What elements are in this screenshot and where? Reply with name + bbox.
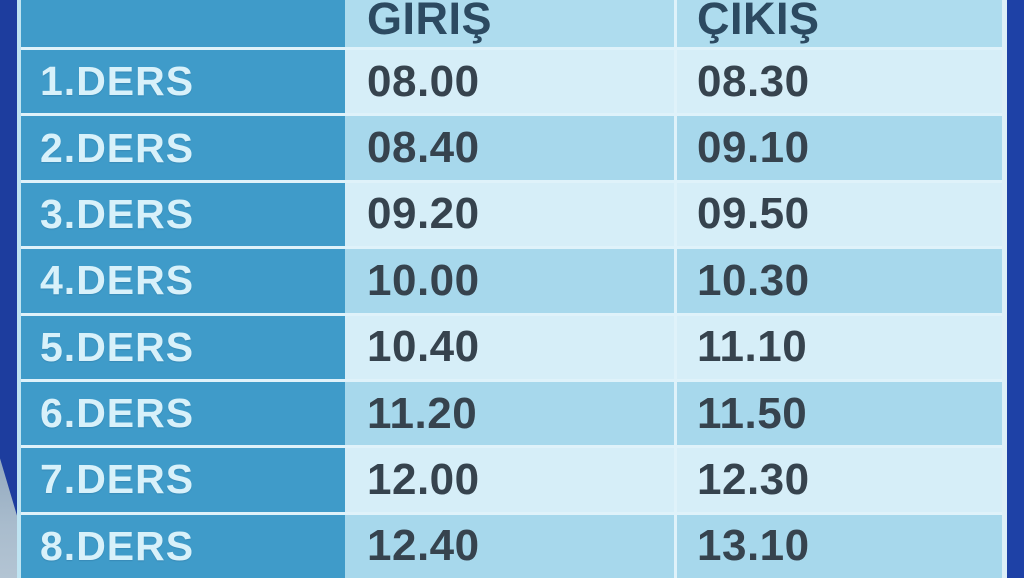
lesson-cell: 8.DERS — [21, 514, 345, 578]
exit-time: 09.50 — [697, 189, 810, 239]
lesson-cell: 5.DERS — [21, 315, 345, 379]
lesson-label: 2.DERS — [40, 124, 195, 171]
entry-time-cell: 08.00 — [345, 50, 674, 114]
entry-time-cell: 08.40 — [345, 116, 674, 180]
exit-time: 11.10 — [697, 322, 808, 372]
entry-time: 12.00 — [367, 454, 480, 504]
exit-time: 12.30 — [697, 454, 810, 504]
entry-time-cell: 09.20 — [345, 182, 674, 247]
exit-time-cell: 08.30 — [674, 50, 1002, 114]
entry-time: 08.00 — [367, 56, 480, 106]
exit-time-cell: 09.50 — [674, 182, 1002, 247]
background-swoosh — [0, 458, 17, 578]
lesson-label: 5.DERS — [40, 323, 195, 370]
table-row-6: 6.DERS 11.20 11.50 — [21, 378, 1002, 446]
exit-time-cell: 11.10 — [674, 315, 1002, 379]
lesson-label: 6.DERS — [40, 390, 195, 437]
table-row-1: 1.DERS 08.00 08.30 — [21, 47, 1002, 114]
table-row-4: 4.DERS 10.00 10.30 — [21, 246, 1002, 313]
exit-time-cell: 11.50 — [674, 381, 1002, 446]
lesson-cell: 4.DERS — [21, 249, 345, 313]
exit-time: 08.30 — [697, 56, 810, 106]
lesson-cell: 2.DERS — [21, 116, 345, 180]
header-entry-cell: GİRİŞ — [345, 0, 674, 47]
lesson-label: 3.DERS — [40, 190, 195, 237]
left-frame-strip — [0, 0, 17, 578]
lesson-cell: 7.DERS — [21, 448, 345, 512]
entry-time: 10.00 — [367, 255, 480, 305]
entry-time-cell: 12.00 — [345, 448, 674, 512]
entry-time: 12.40 — [367, 521, 480, 571]
entry-time-cell: 10.00 — [345, 249, 674, 313]
lesson-label: 8.DERS — [40, 522, 195, 569]
entry-time: 11.20 — [367, 388, 478, 438]
exit-time-cell: 12.30 — [674, 448, 1002, 512]
lesson-cell: 3.DERS — [21, 182, 345, 247]
exit-time: 11.50 — [697, 388, 808, 438]
exit-time: 13.10 — [697, 521, 810, 571]
lesson-cell: 6.DERS — [21, 381, 345, 446]
entry-time: 09.20 — [367, 189, 480, 239]
table-row-5: 5.DERS 10.40 11.10 — [21, 312, 1002, 379]
entry-time-cell: 11.20 — [345, 381, 674, 446]
table-row-3: 3.DERS 09.20 09.50 — [21, 179, 1002, 247]
exit-time-cell: 13.10 — [674, 514, 1002, 578]
lesson-label: 1.DERS — [40, 58, 195, 105]
entry-time-cell: 10.40 — [345, 315, 674, 379]
lesson-schedule-table: GİRİŞ ÇIKIŞ 1.DERS 08.00 08.30 2.DERS 08… — [17, 0, 1007, 578]
exit-time-cell: 10.30 — [674, 249, 1002, 313]
right-frame-strip — [1007, 0, 1024, 578]
header-exit-cell: ÇIKIŞ — [674, 0, 1002, 47]
entry-time: 10.40 — [367, 322, 480, 372]
column-header-entry: GİRİŞ — [367, 0, 493, 44]
exit-time-cell: 09.10 — [674, 116, 1002, 180]
header-lesson-cell — [21, 0, 345, 47]
column-header-exit: ÇIKIŞ — [697, 0, 820, 44]
table-row-2: 2.DERS 08.40 09.10 — [21, 113, 1002, 180]
lesson-cell: 1.DERS — [21, 50, 345, 114]
exit-time: 10.30 — [697, 255, 810, 305]
entry-time-cell: 12.40 — [345, 514, 674, 578]
table-row-8: 8.DERS 12.40 13.10 — [21, 511, 1002, 578]
lesson-label: 7.DERS — [40, 456, 195, 503]
lesson-label: 4.DERS — [40, 257, 195, 304]
entry-time: 08.40 — [367, 123, 480, 173]
table-row-7: 7.DERS 12.00 12.30 — [21, 445, 1002, 512]
table-header-row: GİRİŞ ÇIKIŞ — [21, 0, 1002, 47]
exit-time: 09.10 — [697, 123, 810, 173]
